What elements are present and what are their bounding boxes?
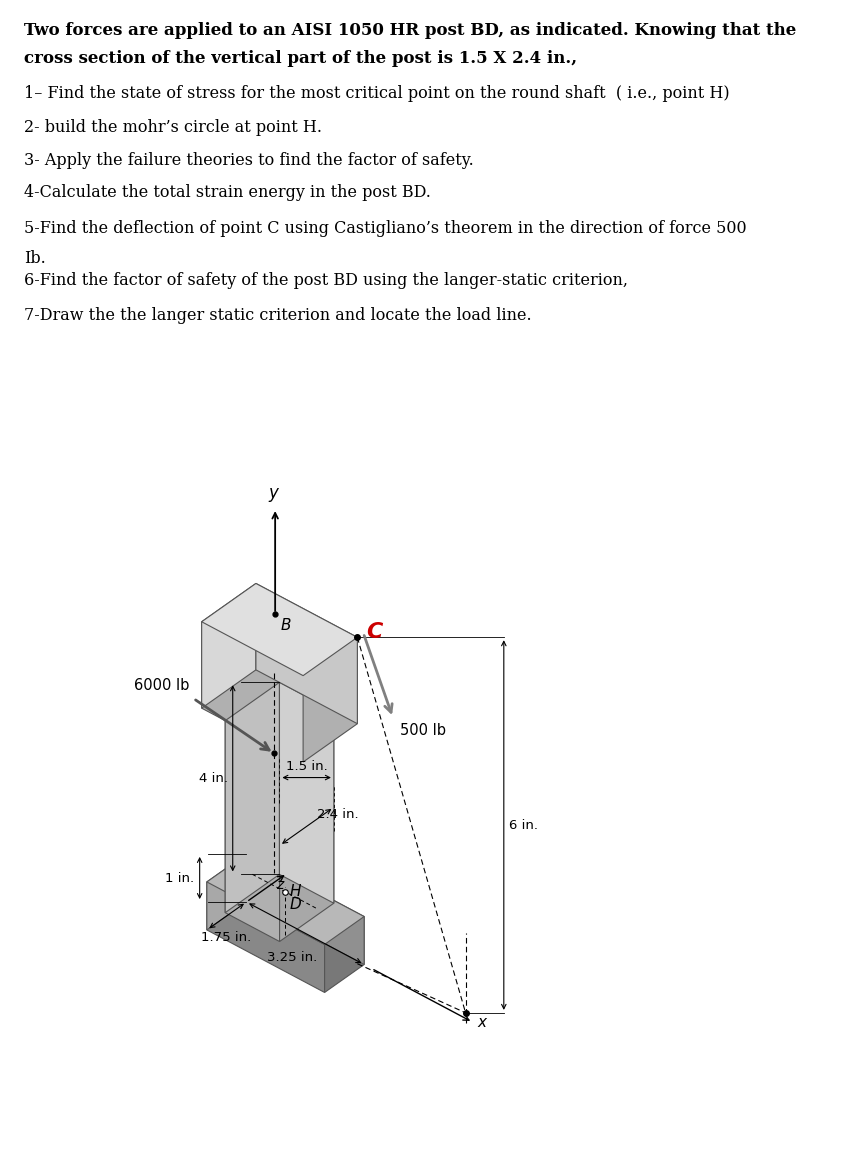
Text: 1.75 in.: 1.75 in. (202, 931, 251, 943)
Polygon shape (202, 584, 256, 708)
Text: D: D (289, 897, 301, 912)
Polygon shape (280, 682, 334, 904)
Text: 2- build the mohr’s circle at point H.: 2- build the mohr’s circle at point H. (24, 120, 322, 136)
Text: 500 lb: 500 lb (400, 723, 446, 738)
Text: 4-Calculate the total strain energy in the post BD.: 4-Calculate the total strain energy in t… (24, 184, 431, 202)
Text: C: C (366, 622, 382, 642)
Text: H: H (290, 884, 301, 899)
Polygon shape (246, 854, 364, 965)
Text: 6000 lb: 6000 lb (134, 679, 189, 694)
Text: cross section of the vertical part of the post is 1.5 X 2.4 in.,: cross section of the vertical part of th… (24, 50, 577, 67)
Text: 1.5 in.: 1.5 in. (286, 759, 328, 772)
Text: 2.4 in.: 2.4 in. (317, 809, 359, 822)
Text: z: z (276, 878, 284, 892)
Polygon shape (225, 721, 280, 941)
Polygon shape (207, 854, 246, 929)
Polygon shape (256, 584, 357, 724)
Text: 7-Draw the the langer static criterion and locate the load line.: 7-Draw the the langer static criterion a… (24, 307, 531, 323)
Polygon shape (324, 917, 364, 993)
Text: 1– Find the state of stress for the most critical point on the round shaft  ( i.: 1– Find the state of stress for the most… (24, 86, 729, 102)
Polygon shape (303, 638, 357, 762)
Polygon shape (207, 854, 364, 945)
Polygon shape (202, 622, 303, 762)
Text: 3.25 in.: 3.25 in. (268, 952, 317, 965)
Text: 5-Find the deflection of point C using Castigliano’s theorem in the direction of: 5-Find the deflection of point C using C… (24, 220, 746, 237)
Polygon shape (202, 584, 357, 675)
Polygon shape (225, 682, 280, 913)
Text: Two forces are applied to an AISI 1050 HR post BD, as indicated. Knowing that th: Two forces are applied to an AISI 1050 H… (24, 22, 796, 39)
Text: x: x (477, 1015, 486, 1030)
Text: 4 in.: 4 in. (199, 772, 227, 785)
Text: 3- Apply the failure theories to find the factor of safety.: 3- Apply the failure theories to find th… (24, 152, 474, 169)
Text: y: y (269, 484, 278, 502)
Text: B: B (281, 618, 292, 633)
Text: 6-Find the factor of safety of the post BD using the langer-static criterion,: 6-Find the factor of safety of the post … (24, 272, 628, 289)
Text: 1 in.: 1 in. (166, 872, 195, 885)
Polygon shape (280, 711, 334, 941)
Text: 6 in.: 6 in. (509, 818, 538, 832)
Text: Ib.: Ib. (24, 250, 45, 267)
Polygon shape (207, 881, 324, 993)
